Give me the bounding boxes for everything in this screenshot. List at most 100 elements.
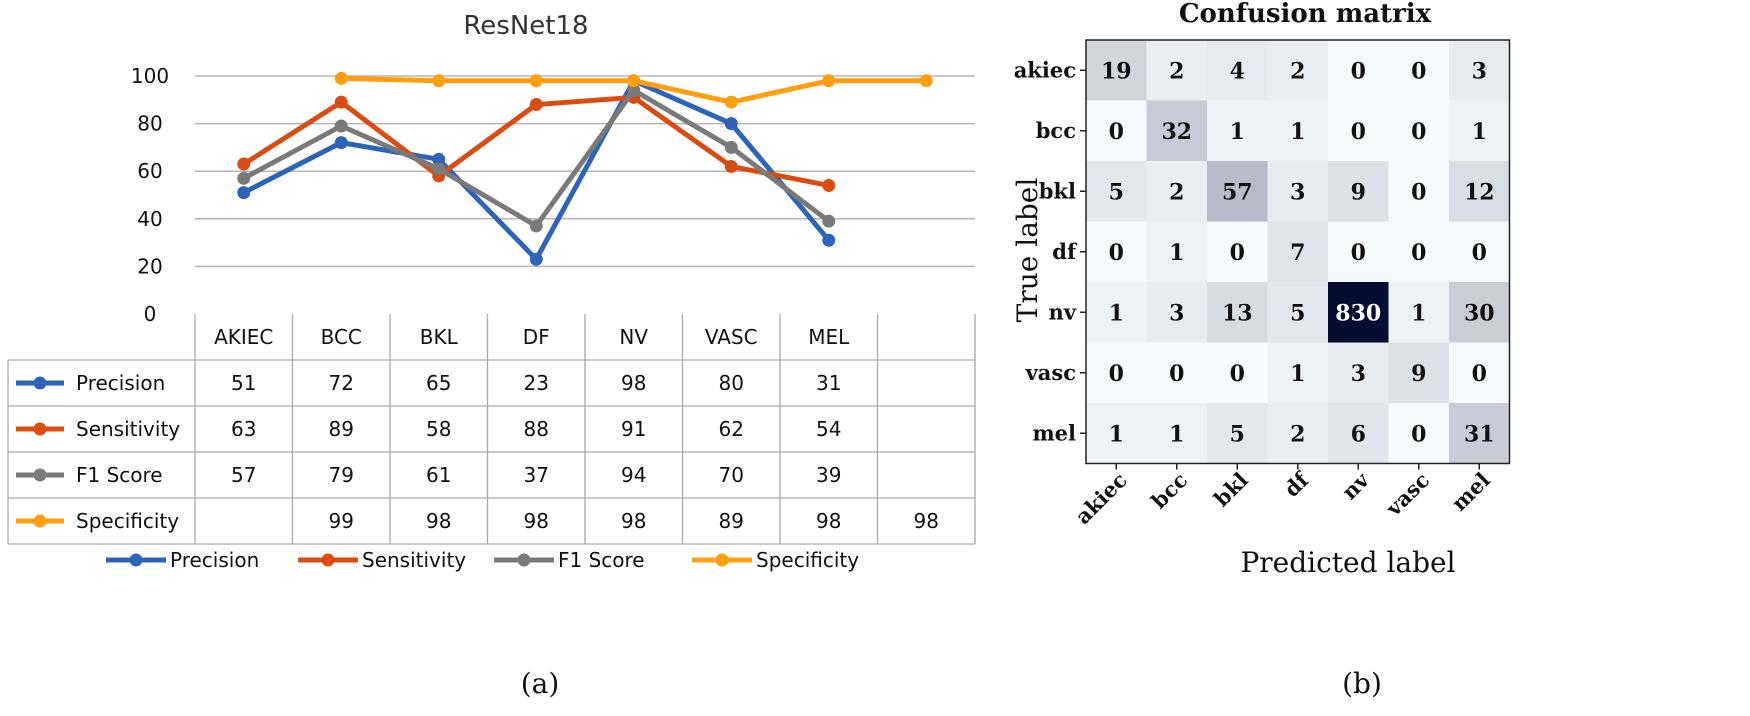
matrix-cell-value: 32: [1161, 119, 1192, 145]
column-label: bcc: [1146, 467, 1192, 513]
matrix-cell-value: 31: [1464, 421, 1495, 447]
matrix-cell: [1086, 161, 1147, 222]
matrix-cell: [1207, 403, 1268, 464]
table-cell: 89: [719, 509, 744, 533]
matrix-cell-value: 1: [1472, 119, 1487, 145]
legend: Precision Sensitivity F1 Score Specificity: [106, 548, 859, 572]
matrix-cell-value: 7: [1290, 240, 1305, 266]
matrix-cell: [1267, 100, 1329, 162]
data-point: [529, 74, 543, 88]
legend-marker: [715, 553, 729, 567]
matrix-cell: [1388, 40, 1450, 101]
matrix-cell: [1388, 342, 1450, 404]
matrix-cell: [1086, 342, 1147, 404]
matrix-cell: [1328, 100, 1389, 162]
data-point: [822, 74, 836, 88]
matrix-cell-value: 0: [1169, 361, 1184, 387]
matrix-cell-value: 3: [1351, 361, 1366, 387]
matrix-cell: [1086, 40, 1147, 101]
category-label: BKL: [420, 325, 459, 349]
matrix-cell-value: 12: [1464, 179, 1495, 205]
data-point: [334, 95, 348, 109]
table-cell: 80: [719, 371, 744, 395]
matrix-cell: [1146, 100, 1208, 162]
matrix-cell-value: 0: [1411, 421, 1426, 447]
matrix-cell-value: 5: [1230, 421, 1245, 447]
table-cell: 99: [329, 509, 354, 533]
matrix-cell-value: 57: [1222, 179, 1253, 205]
data-point: [432, 74, 446, 88]
matrix-cell: [1267, 161, 1329, 222]
matrix-cell: [1207, 161, 1268, 222]
matrix-cell-value: 0: [1472, 361, 1487, 387]
matrix-cell-value: 0: [1351, 58, 1366, 84]
matrix-cell-value: 30: [1464, 300, 1495, 326]
matrix-cell: [1449, 161, 1510, 222]
table-cell: 98: [426, 509, 451, 533]
matrix-cell: [1388, 161, 1450, 222]
table-cell: 98: [524, 509, 549, 533]
data-point: [919, 74, 933, 88]
legend-label: Specificity: [756, 548, 859, 572]
row-label: akiec: [1014, 57, 1076, 82]
series-key-marker: [33, 514, 47, 528]
matrix-cell-value: 3: [1290, 179, 1305, 205]
matrix-cell: [1449, 282, 1510, 343]
matrix-cell: [1267, 342, 1329, 404]
matrix-cell: [1207, 282, 1268, 343]
matrix-cell-value: 830: [1335, 300, 1381, 326]
table-cell: 89: [329, 417, 354, 441]
matrix-cell: [1146, 282, 1208, 343]
series-key-marker: [33, 376, 47, 390]
table-cell: 94: [621, 463, 646, 487]
matrix-cell: [1388, 403, 1450, 464]
y-tick-label: 60: [137, 159, 162, 183]
matrix-cell-value: 0: [1109, 361, 1124, 387]
row-label: mel: [1032, 420, 1076, 445]
matrix-cell-value: 1: [1169, 421, 1184, 447]
data-point: [529, 219, 543, 233]
category-label: DF: [523, 325, 550, 349]
category-label: BCC: [321, 325, 362, 349]
table-cell: 65: [426, 371, 451, 395]
matrix-cell-value: 2: [1169, 58, 1184, 84]
series-lines: [237, 71, 933, 266]
y-tick-label: 20: [137, 254, 162, 278]
data-point: [432, 162, 446, 176]
matrix-cell: [1328, 403, 1389, 464]
data-point: [724, 159, 738, 173]
matrix-cell: [1388, 100, 1450, 162]
table-cell: 62: [719, 417, 744, 441]
matrix-cells: 19 2 4 2 0 0 30 32 1 1 0 0 15 2 57 3 9 0 120 1 0 7 0 0 01 3 13 5 830…: [1085, 39, 1511, 465]
matrix-cell: [1449, 40, 1510, 101]
matrix-cell-value: 1: [1109, 300, 1124, 326]
matrix-cell-value: 0: [1109, 119, 1124, 145]
matrix-cell-value: 0: [1411, 119, 1426, 145]
matrix-cell: [1086, 221, 1147, 283]
matrix-cell-value: 4: [1230, 58, 1245, 84]
y-tick-label: 40: [137, 207, 162, 231]
matrix-cell-value: 5: [1109, 179, 1124, 205]
matrix-cell-value: 2: [1290, 421, 1305, 447]
matrix-cell-value: 1: [1230, 119, 1245, 145]
column-label: mel: [1446, 467, 1494, 515]
column-label: df: [1279, 466, 1315, 502]
category-label: MEL: [808, 325, 850, 349]
matrix-cell-value: 0: [1411, 58, 1426, 84]
data-point: [432, 152, 446, 166]
matrix-cell: [1267, 403, 1329, 464]
row-label: vasc: [1025, 360, 1076, 385]
data-point: [529, 252, 543, 266]
table-cell: 63: [231, 417, 256, 441]
matrix-cell-value: 1: [1290, 119, 1305, 145]
row-label: bkl: [1039, 178, 1076, 203]
legend-marker: [321, 553, 335, 567]
matrix-cell: [1328, 40, 1389, 101]
data-point: [627, 74, 641, 88]
data-point: [822, 214, 836, 228]
table-cell: 37: [524, 463, 549, 487]
data-point: [334, 136, 348, 150]
matrix-cell-value: 1: [1109, 421, 1124, 447]
series-key-marker: [33, 422, 47, 436]
caption-b: (b): [1342, 667, 1382, 700]
